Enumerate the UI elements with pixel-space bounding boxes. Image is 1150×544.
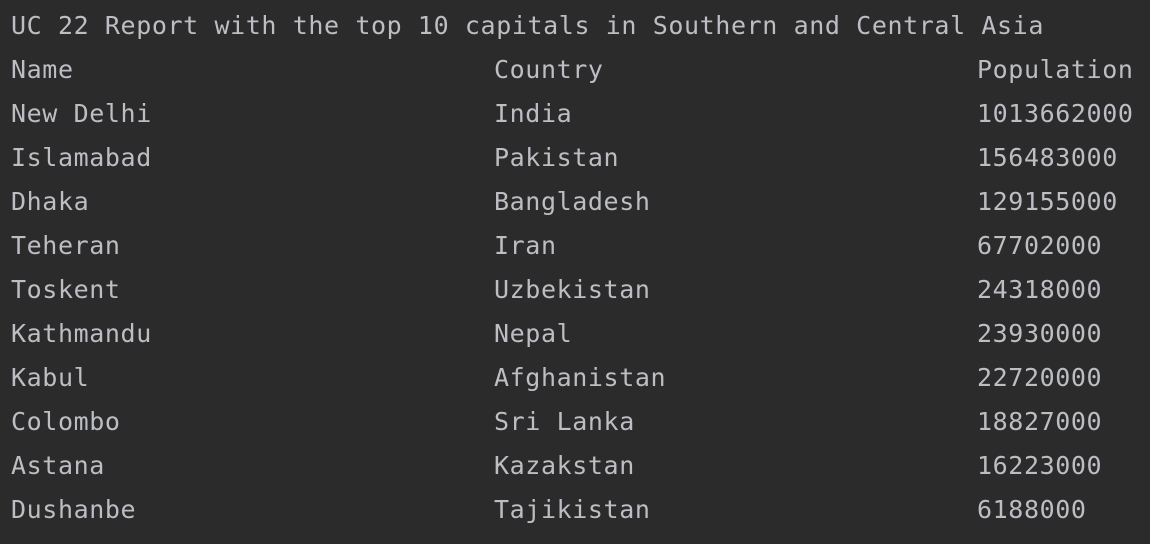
header-name: Name: [11, 55, 74, 84]
cell-country: Sri Lanka: [494, 407, 635, 436]
table-row: Colombo Sri Lanka 18827000: [11, 404, 1150, 448]
report-title: UC 22 Report with the top 10 capitals in…: [11, 11, 1044, 40]
cell-population: 23930000: [977, 319, 1103, 348]
cell-country: Kazakstan: [494, 451, 635, 480]
cell-name: Dhaka: [11, 187, 90, 216]
cell-country: Tajikistan: [494, 495, 651, 524]
cell-population: 18827000: [977, 407, 1103, 436]
cell-population: 67702000: [977, 231, 1103, 260]
cell-name: New Delhi: [11, 99, 152, 128]
table-row: Teheran Iran 67702000: [11, 228, 1150, 272]
cell-population: 16223000: [977, 451, 1103, 480]
table-header: Name Country Population: [11, 52, 1150, 96]
cell-country: Pakistan: [494, 143, 620, 172]
cell-population: 22720000: [977, 363, 1103, 392]
cell-country: Iran: [494, 231, 557, 260]
header-country: Country: [494, 55, 604, 84]
cell-country: Afghanistan: [494, 363, 667, 392]
cell-name: Toskent: [11, 275, 121, 304]
table-row: Kathmandu Nepal 23930000: [11, 316, 1150, 360]
table-row: Astana Kazakstan 16223000: [11, 448, 1150, 492]
cell-name: Islamabad: [11, 143, 152, 172]
cell-population: 1013662000: [977, 99, 1134, 128]
table-row: Toskent Uzbekistan 24318000: [11, 272, 1150, 316]
table-row: Islamabad Pakistan 156483000: [11, 140, 1150, 184]
cell-population: 24318000: [977, 275, 1103, 304]
cell-name: Teheran: [11, 231, 121, 260]
cell-country: Bangladesh: [494, 187, 651, 216]
table-row: Kabul Afghanistan 22720000: [11, 360, 1150, 404]
cell-name: Kabul: [11, 363, 90, 392]
cell-name: Astana: [11, 451, 105, 480]
cell-name: Dushanbe: [11, 495, 137, 524]
cell-population: 156483000: [977, 143, 1118, 172]
cell-country: Nepal: [494, 319, 573, 348]
table-row: Dhaka Bangladesh 129155000: [11, 184, 1150, 228]
header-population: Population: [977, 55, 1134, 84]
cell-name: Colombo: [11, 407, 121, 436]
table-row: New Delhi India 1013662000: [11, 96, 1150, 140]
table-row: Dushanbe Tajikistan 6188000: [11, 492, 1150, 536]
cell-country: India: [494, 99, 573, 128]
cell-name: Kathmandu: [11, 319, 152, 348]
cell-country: Uzbekistan: [494, 275, 651, 304]
cell-population: 129155000: [977, 187, 1118, 216]
cell-population: 6188000: [977, 495, 1087, 524]
